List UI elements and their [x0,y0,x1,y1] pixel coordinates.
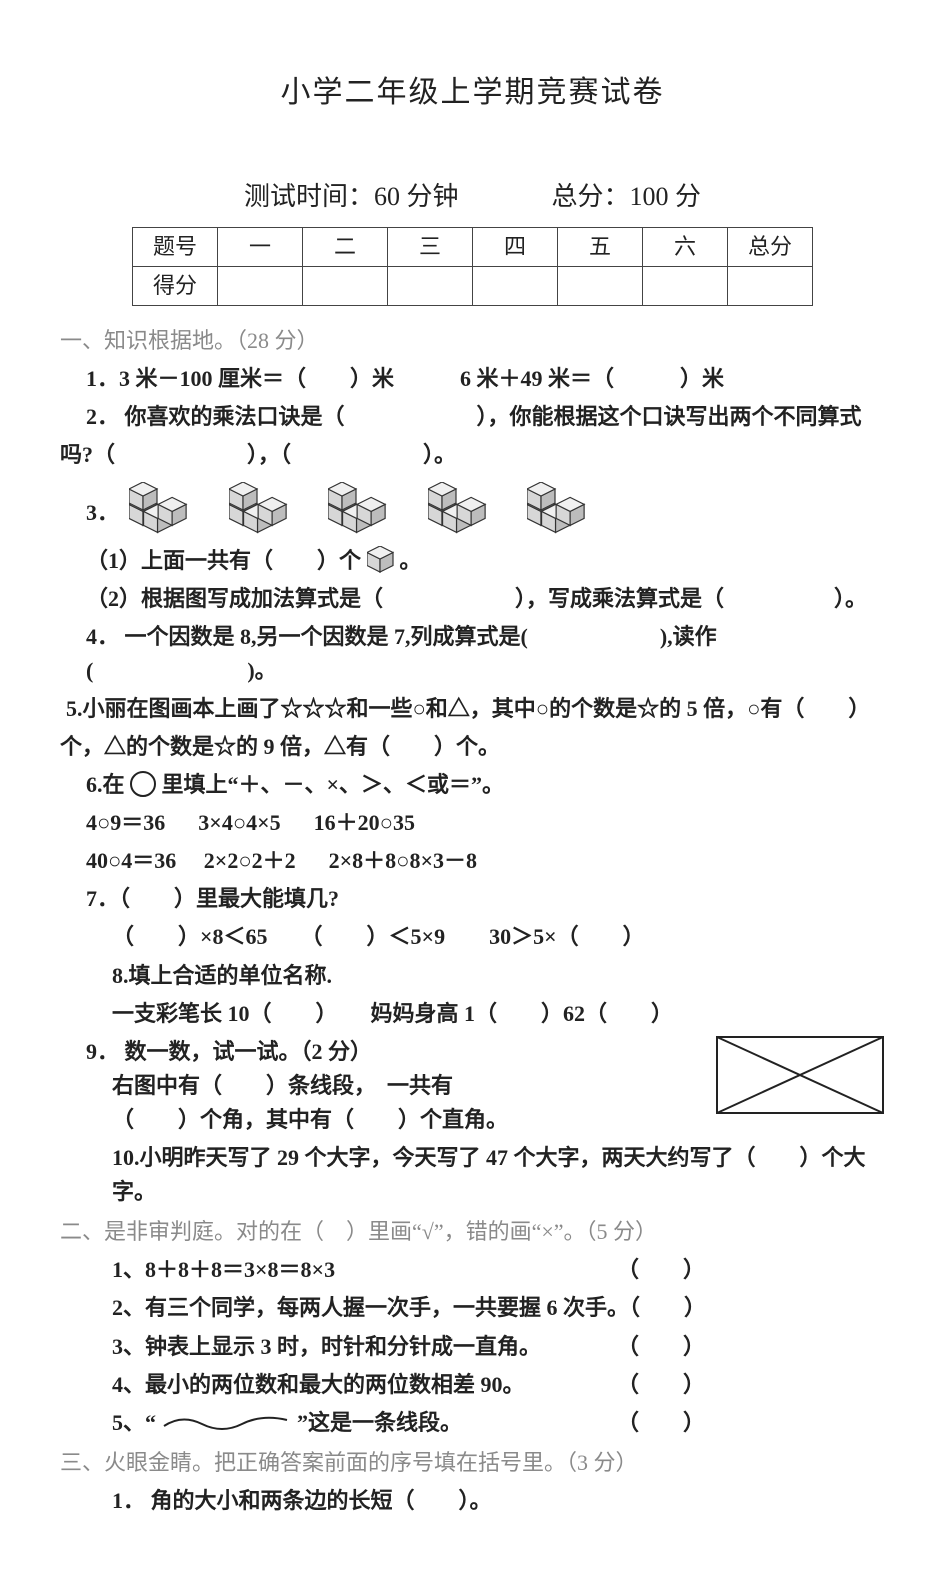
td-blank [643,266,728,305]
s1-q9: 9． 数一数，试一试。（2 分） 右图中有（ ）条线段， 一共有 （ ）个角，其… [60,1035,885,1137]
s1-q8-head: 8.填上合适的单位名称. [60,959,885,993]
s2-i2: 2、有三个同学，每两人握一次手，一共要握 6 次手。（ ） [60,1291,885,1325]
s1-q10: 10.小明昨天写了 29 个大字，今天写了 47 个大字，两天大约写了（ ）个大… [60,1141,885,1209]
s1-q5a: 5.小丽在图画本上画了☆☆☆和一些○和△，其中○的个数是☆的 5 倍，○有（ ） [60,692,885,726]
q6r2a: 40○4＝36 [86,848,176,873]
cube-group-icon [428,482,490,535]
s1-q6-head: 6.在 里填上“＋、－、×、＞、＜或＝”。 [60,768,885,802]
td-defen: 得分 [133,266,218,305]
th-tihao: 题号 [133,227,218,266]
th-2: 二 [303,227,388,266]
s1-q2: 2． 你喜欢的乘法口诀是（ ），你能根据这个口诀写出两个不同算式 [60,400,885,434]
th-4: 四 [473,227,558,266]
th-5: 五 [558,227,643,266]
s1-q3-1: （1）上面一共有（ ）个 。 [60,544,885,578]
cube-group-icon [229,482,291,535]
s2-i3-paren: （ ） [617,1330,885,1364]
s2-i1: 1、8＋8＋8＝3×8＝8×3 （ ） [60,1253,885,1287]
s3-q1: 1． 角的大小和两条边的长短（ ）。 [60,1484,885,1518]
score-table-header-row: 题号 一 二 三 四 五 六 总分 [133,227,813,266]
s1-q9-l2: （ ）个角，其中有（ ）个直角。 [86,1103,685,1137]
s1-q6-row1: 4○9＝36 3×4○4×5 16＋20○35 [60,806,885,840]
section1-head: 一、知识根据地。（28 分） [60,324,885,358]
s1-q2b: 吗?（ ），（ ）。 [60,438,885,472]
td-blank [218,266,303,305]
s2-i4: 4、最小的两位数和最大的两位数相差 90。 （ ） [60,1368,885,1402]
td-blank [558,266,643,305]
s1-q5b: 个，△的个数是☆的 9 倍，△有（ ）个。 [60,730,885,764]
s1-q6-row2: 40○4＝36 2×2○2＋2 2×8＋8○8×3－8 [60,844,885,878]
s1-q7-items: （ ）×8＜65 （ ）＜5×9 30＞5×（ ） [60,920,885,954]
section3-head: 三、火眼金睛。把正确答案前面的序号填在括号里。（3 分） [60,1446,885,1480]
td-blank [303,266,388,305]
th-6: 六 [643,227,728,266]
total-score: 总分：100 分 [552,182,702,211]
th-3: 三 [388,227,473,266]
th-total: 总分 [728,227,813,266]
cube-group-icon [328,482,390,535]
s2-i4-text: 4、最小的两位数和最大的两位数相差 90。 [112,1372,525,1397]
s2-i4-paren: （ ） [617,1368,885,1402]
wavy-line-icon [162,1410,298,1435]
s2-i5-post: ”这是一条线段。 [297,1410,462,1435]
s1-q4: 4． 一个因数是 8,另一个因数是 7,列成算式是( ),读作( )。 [60,620,885,688]
q6r1c: 16＋20○35 [314,810,415,835]
td-blank [388,266,473,305]
score-table: 题号 一 二 三 四 五 六 总分 得分 [132,227,813,306]
s1-q9-l1: 右图中有（ ）条线段， 一共有 [86,1069,685,1103]
s1-q3-2: （2）根据图写成加法算式是（ ），写成乘法算式是（ ）。 [60,582,885,616]
s2-i5-paren: （ ） [617,1406,885,1440]
cube-group-icon [527,482,589,535]
score-table-score-row: 得分 [133,266,813,305]
s1-q7-head: 7．（ ）里最大能填几? [60,882,885,916]
q6r2b: 2×2○2＋2 [204,848,296,873]
s1-q3-row: 3． [60,476,885,539]
s2-i1-paren: （ ） [617,1253,885,1287]
test-time: 测试时间：60 分钟 [244,182,459,211]
s1-q9-head: 9． 数一数，试一试。（2 分） [86,1035,685,1069]
cube-group-icon [129,482,191,535]
q6r2c: 2×8＋8○8×3－8 [329,848,477,873]
q6r1b: 3×4○4×5 [198,810,280,835]
rectangle-diagonals-icon [715,1035,885,1125]
s2-i5-pre: 5、“ [112,1410,156,1435]
s1-q3-1-text: （1）上面一共有（ ）个 [86,548,361,573]
blank-circle-icon [130,771,156,797]
s2-i5: 5、“ ”这是一条线段。 （ ） [60,1406,885,1440]
s1-q3-label: 3． [86,476,119,530]
s1-q8-items: 一支彩笔长 10（ ） 妈妈身高 1（ ）62（ ） [60,997,885,1031]
single-cube-icon [367,548,394,573]
th-1: 一 [218,227,303,266]
timing-line: 测试时间：60 分钟 总分：100 分 [60,177,885,217]
s1-q3-1-tail: 。 [399,548,421,573]
td-blank [473,266,558,305]
page-title: 小学二年级上学期竞赛试卷 [60,70,885,117]
s2-i1-text: 1、8＋8＋8＝3×8＝8×3 [112,1257,335,1282]
s1-q1: 1．3 米－100 厘米＝（ ）米 6 米＋49 米＝（ ）米 [60,362,885,396]
td-blank [728,266,813,305]
q6r1a: 4○9＝36 [86,810,165,835]
section2-head: 二、是非审判庭。对的在（ ）里画“√”，错的画“×”。（5 分） [60,1215,885,1249]
s2-i3: 3、钟表上显示 3 时，时针和分针成一直角。 （ ） [60,1330,885,1364]
s2-i3-text: 3、钟表上显示 3 时，时针和分针成一直角。 [112,1334,541,1359]
